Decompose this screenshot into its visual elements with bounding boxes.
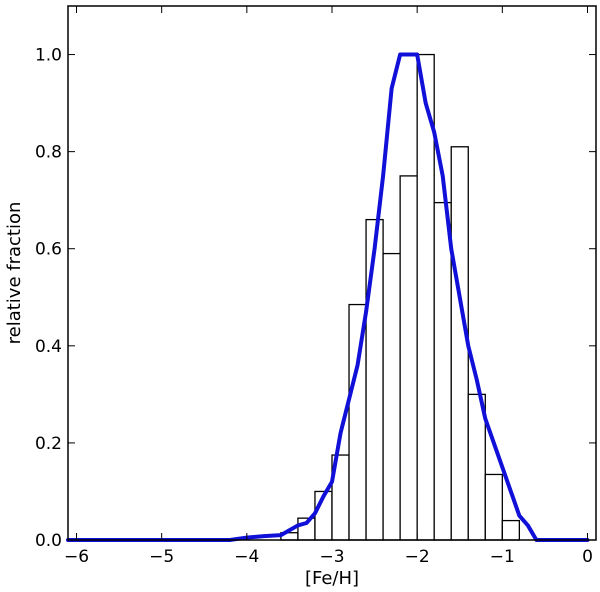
y-axis-label: relative fraction: [4, 202, 25, 345]
y-tick-label: 0.0: [35, 531, 62, 551]
plot-frame: [67, 5, 597, 541]
x-tick-label: −4: [234, 547, 259, 567]
histogram-bar: [399, 175, 418, 541]
y-tick-label: 0.2: [35, 434, 62, 454]
axis-ticks: −6 −5 −4 −3 −2 −1 0 0.0 0.2 0.4 0.6 0.8 1.0: [35, 6, 596, 567]
y-tick-label: 0.4: [35, 337, 62, 357]
x-tick-label: 0: [582, 547, 593, 567]
histogram-bars: [280, 53, 521, 541]
plot-background: [68, 6, 596, 540]
x-axis-label: [Fe/H]: [305, 568, 359, 589]
x-tick-label: −3: [319, 547, 344, 567]
histogram-bar: [450, 146, 469, 541]
x-tick-label: −1: [490, 547, 515, 567]
x-tick-label: −2: [405, 547, 430, 567]
histogram-bar: [484, 473, 503, 541]
histogram-bar: [365, 218, 384, 541]
y-tick-label: 0.6: [35, 240, 62, 260]
x-tick-label: −6: [64, 547, 89, 567]
histogram-bar: [382, 252, 401, 541]
y-tick-label: 1.0: [35, 46, 62, 66]
histogram-bar: [433, 201, 452, 541]
y-tick-label: 0.8: [35, 143, 62, 163]
histogram-bar: [501, 519, 521, 541]
x-tick-label: −5: [149, 547, 174, 567]
distribution-curve: [66, 52, 590, 542]
